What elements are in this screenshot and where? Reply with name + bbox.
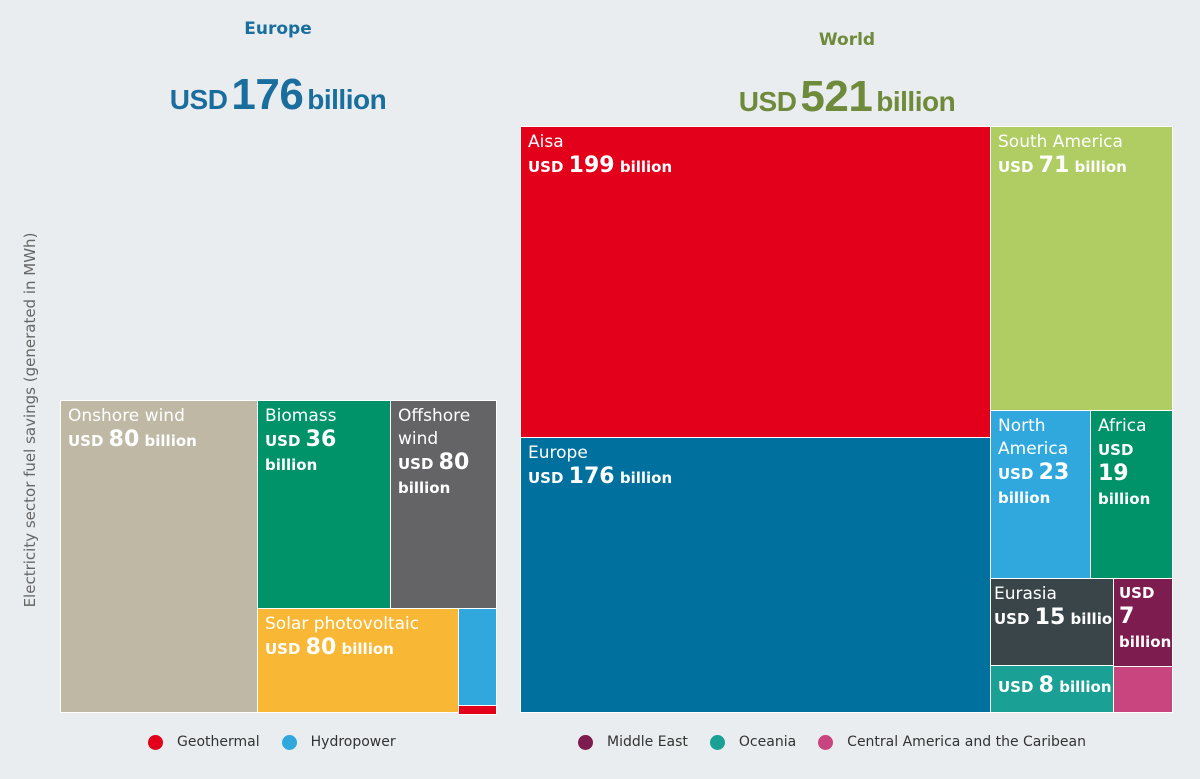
tile-biomass[interactable]: Biomass USD 36 billion	[257, 400, 391, 609]
tile-value: USD 8 billion	[998, 673, 1112, 698]
tile-value: USD 7 billion	[1119, 584, 1172, 651]
tile-value: USD 15 billion	[994, 605, 1113, 630]
tile-eurasia[interactable]: Eurasia USD 15 billion	[990, 578, 1114, 666]
tile-hydropower[interactable]	[458, 608, 497, 706]
tile-label: Eurasia	[994, 584, 1057, 604]
y-axis-label: Electricity sector fuel savings (generat…	[21, 232, 39, 608]
legend-label: Central America and the Caribean	[847, 734, 1086, 750]
tile-value: USD 80 billion	[265, 635, 394, 660]
tile-label: North America	[998, 416, 1069, 459]
tile-label: Solar photovoltaic	[265, 614, 420, 634]
tile-label: Africa	[1098, 416, 1147, 436]
tile-value: USD 23 billion	[998, 460, 1070, 508]
world-total-prefix: USD	[738, 86, 797, 117]
legend-item-central-america-caribbean: Central America and the Caribean	[818, 734, 1086, 750]
tile-south-america[interactable]: South America USD 71 billion	[990, 126, 1173, 411]
tile-central-america-caribbean[interactable]	[1113, 666, 1173, 713]
tile-label: Onshore wind	[68, 406, 185, 426]
world-total-suffix: billion	[876, 86, 956, 117]
legend-dot-icon	[709, 734, 725, 750]
world-total-number: 521	[800, 72, 873, 121]
legend-label: Middle East	[607, 734, 688, 750]
legend-label: Geothermal	[177, 734, 260, 750]
legend-dot-icon	[818, 734, 834, 750]
europe-total-number: 176	[231, 70, 304, 119]
tile-value: USD 199 billion	[528, 153, 673, 178]
tile-onshore-wind[interactable]: Onshore wind USD 80 billion	[60, 400, 258, 713]
legend-label: Hydropower	[310, 734, 396, 750]
legend-item-hydropower: Hydropower	[281, 734, 396, 750]
tile-europe[interactable]: Europe USD 176 billion	[520, 437, 991, 713]
world-total: USD 521 billion	[697, 72, 997, 122]
tile-middle-east[interactable]: USD 7 billion	[1113, 578, 1173, 667]
europe-legend: Geothermal Hydropower	[148, 734, 418, 750]
world-title: World	[818, 30, 876, 50]
tile-north-america[interactable]: North America USD 23 billion	[990, 410, 1091, 579]
europe-title: Europe	[244, 19, 312, 39]
tile-label: Biomass	[265, 406, 337, 426]
legend-dot-icon	[148, 734, 163, 750]
legend-item-geothermal: Geothermal	[148, 734, 260, 750]
tile-label: Aisa	[528, 132, 564, 152]
tile-oceania[interactable]: USD 8 billion	[990, 665, 1114, 713]
legend-item-oceania: Oceania	[709, 734, 797, 750]
tile-value: USD 176 billion	[528, 464, 673, 489]
tile-offshore-wind[interactable]: Offshore wind USD 80 billion	[390, 400, 497, 609]
tile-label: Offshore wind	[398, 406, 471, 449]
tile-asia[interactable]: Aisa USD 199 billion	[520, 126, 991, 438]
tile-value: USD 71 billion	[998, 153, 1127, 178]
tile-africa[interactable]: Africa USD 19 billion	[1090, 410, 1173, 579]
legend-item-middle-east: Middle East	[578, 734, 688, 750]
legend-dot-icon	[578, 734, 593, 750]
tile-value: USD 19 billion	[1098, 441, 1151, 508]
tile-value: USD 80 billion	[398, 450, 470, 498]
tile-label: Europe	[528, 443, 588, 463]
europe-total-suffix: billion	[307, 84, 387, 115]
europe-total-prefix: USD	[169, 84, 228, 115]
legend-label: Oceania	[738, 734, 797, 750]
tile-label: South America	[998, 132, 1123, 152]
europe-total: USD 176 billion	[128, 70, 428, 120]
tile-geothermal[interactable]	[458, 705, 497, 715]
world-legend: Middle East Oceania Central America and …	[578, 734, 1108, 750]
tile-value: USD 36 billion	[265, 427, 337, 475]
legend-dot-icon	[281, 734, 297, 750]
tile-solar-photovoltaic[interactable]: Solar photovoltaic USD 80 billion	[257, 608, 459, 713]
tile-value: USD 80 billion	[68, 427, 197, 452]
